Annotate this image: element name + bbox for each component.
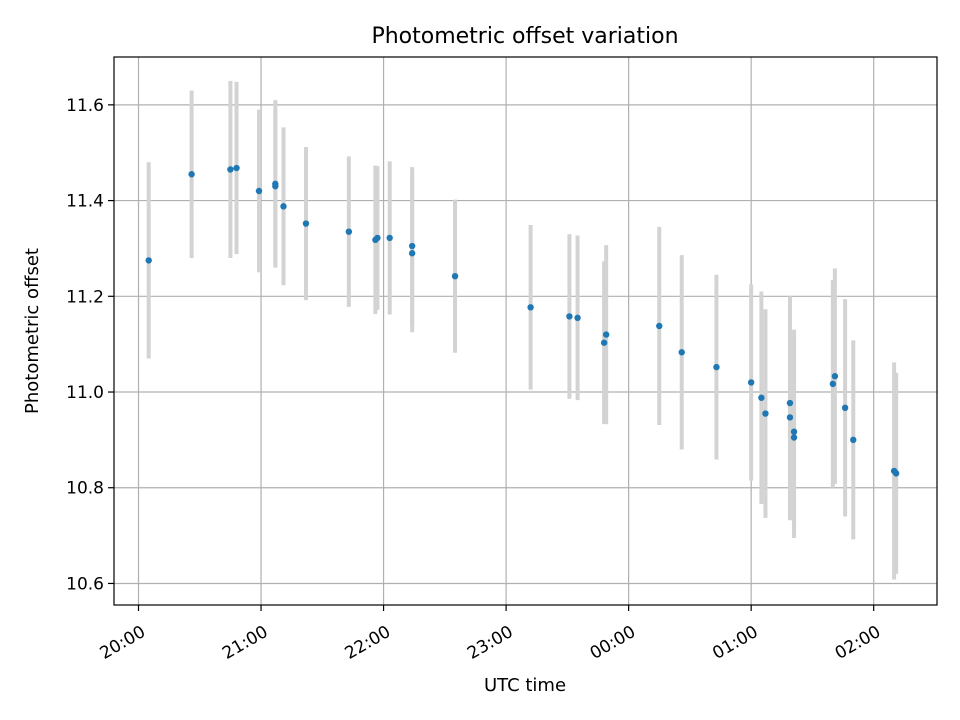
chart-title: Photometric offset variation [371,24,678,49]
data-point [574,314,581,322]
data-point [188,171,195,178]
x-axis-label: UTC time [484,675,566,696]
data-point [829,380,837,388]
data-point [280,203,287,210]
data-point [790,428,798,435]
data-point [527,304,534,311]
data-point [656,322,663,330]
data-point [233,164,240,172]
data-point [841,404,849,412]
data-point [566,313,573,320]
data-point [892,470,900,477]
data-point [786,399,794,407]
data-point [786,414,794,421]
y-tick-label: 11.0 [66,383,104,403]
data-point [790,434,798,441]
y-tick-label: 11.2 [66,287,104,307]
data-point [678,349,685,356]
data-point [747,379,755,386]
data-point [600,339,608,346]
y-tick-label: 11.6 [66,96,104,116]
data-point [713,363,720,371]
data-point [227,166,234,173]
data-point [758,394,765,401]
data-point [255,187,263,195]
data-point [408,250,416,257]
data-point [386,234,393,242]
y-tick-label: 11.4 [66,192,104,212]
y-axis-label: Photometric offset [22,248,43,414]
data-point [451,273,459,280]
data-point [602,331,610,338]
plot-frame [113,56,938,606]
data-point [762,410,769,417]
data-point [408,242,416,250]
data-point [831,373,839,380]
data-point [374,234,381,242]
data-point [850,436,857,444]
y-tick-label: 10.6 [66,574,104,594]
y-axis-ticks: 10.6 10.8 11.0 11.2 11.4 11.6 [66,96,114,594]
data-point [145,257,152,264]
data-point [345,228,353,235]
data-point [272,183,279,190]
y-tick-label: 10.8 [66,479,104,499]
data-points [145,164,900,477]
data-point [302,220,310,227]
